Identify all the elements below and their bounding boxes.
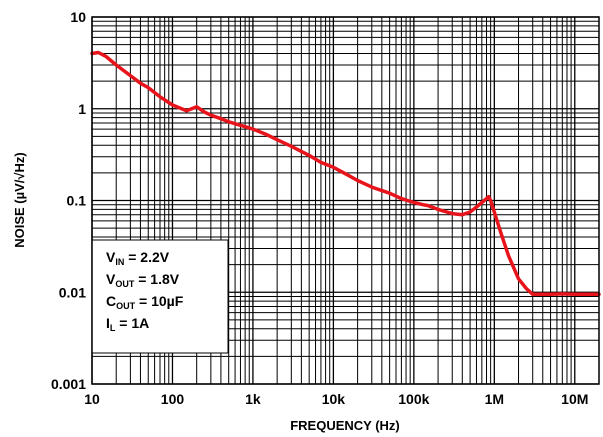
condition-label: VOUT = 1.8V [106, 271, 180, 289]
y-axis-title: NOISE (µV/√Hz) [12, 152, 27, 248]
plot-frame [91, 16, 600, 385]
x-axis-title: FREQUENCY (Hz) [290, 418, 400, 433]
x-tick-label: 100k [398, 391, 429, 407]
y-tick-label: 0.1 [67, 193, 87, 209]
y-tick-label: 0.01 [59, 284, 86, 300]
noise-curve-layer [90, 50, 601, 297]
x-tick-label: 10k [322, 391, 346, 407]
legend-box [91, 239, 229, 354]
condition-label: VIN = 2.2V [106, 249, 170, 267]
condition-label: COUT = 10µF [106, 293, 184, 311]
y-tick-label: 1 [78, 101, 86, 117]
condition-label: IL = 1A [106, 315, 149, 333]
x-tick-label: 1k [245, 391, 261, 407]
y-tick-label: 10 [70, 9, 86, 25]
x-tick-label: 10 [84, 391, 100, 407]
x-tick-label: 10M [561, 391, 588, 407]
x-tick-label: 100 [161, 391, 185, 407]
tick-labels: 10 100 1k 10k 100k 1M 10M 10 1 0.1 0.01 0.001 [51, 9, 588, 407]
x-tick-label: 1M [485, 391, 504, 407]
noise-series-line [90, 50, 601, 297]
conditions-legend: VIN = 2.2V VOUT = 1.8V COUT = 10µF IL = 1A [91, 239, 229, 354]
y-tick-label: 0.001 [51, 376, 86, 392]
